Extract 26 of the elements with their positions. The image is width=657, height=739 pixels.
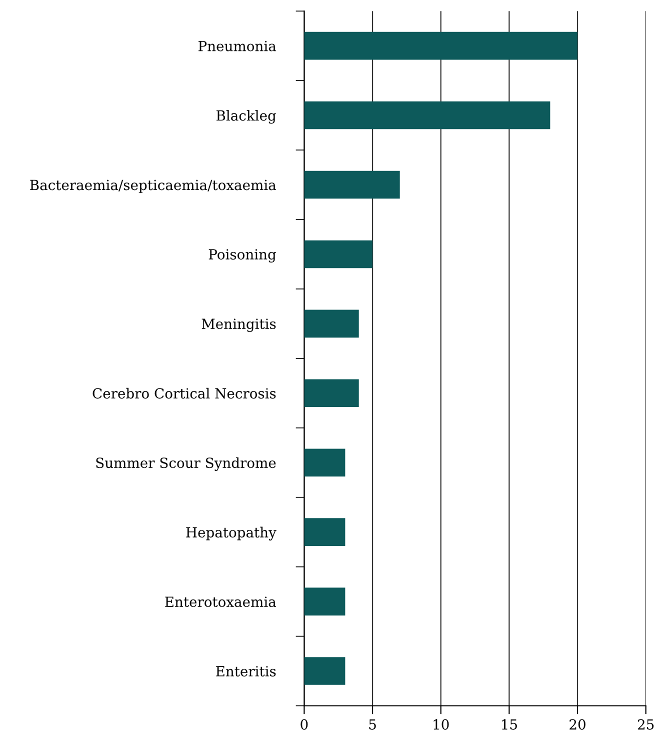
y-tick-label: Pneumonia xyxy=(198,40,276,52)
bar xyxy=(304,310,359,338)
x-tick-label: 15 xyxy=(502,719,517,730)
bar xyxy=(304,240,373,268)
bar xyxy=(304,379,359,408)
bar xyxy=(304,170,400,199)
bar xyxy=(304,448,346,477)
y-tick-label: Bacteraemia/septicaemia/toxaemia xyxy=(30,180,276,193)
bar xyxy=(304,588,346,616)
y-tick-label: Poisoning xyxy=(208,249,276,262)
bar xyxy=(304,657,346,685)
y-tick-label: Hepatopathy xyxy=(186,526,276,540)
y-tick-label: Summer Scour Syndrome xyxy=(96,457,276,471)
x-tick-label: 25 xyxy=(638,719,654,730)
x-tick-label: 20 xyxy=(570,719,586,730)
bar xyxy=(304,518,346,546)
bar xyxy=(304,101,550,130)
y-tick-label: Enterotoxaemia xyxy=(165,596,276,608)
bar xyxy=(304,32,578,60)
x-tick-label: 5 xyxy=(369,719,376,730)
y-tick-label: Cerebro Cortical Necrosis xyxy=(92,388,276,399)
x-tick-label: 10 xyxy=(434,719,449,730)
y-tick-label: Enteritis xyxy=(216,666,276,676)
x-tick-label: 0 xyxy=(300,719,308,730)
y-tick-label: Meningitis xyxy=(202,318,276,332)
y-tick-label: Blackleg xyxy=(216,110,276,124)
